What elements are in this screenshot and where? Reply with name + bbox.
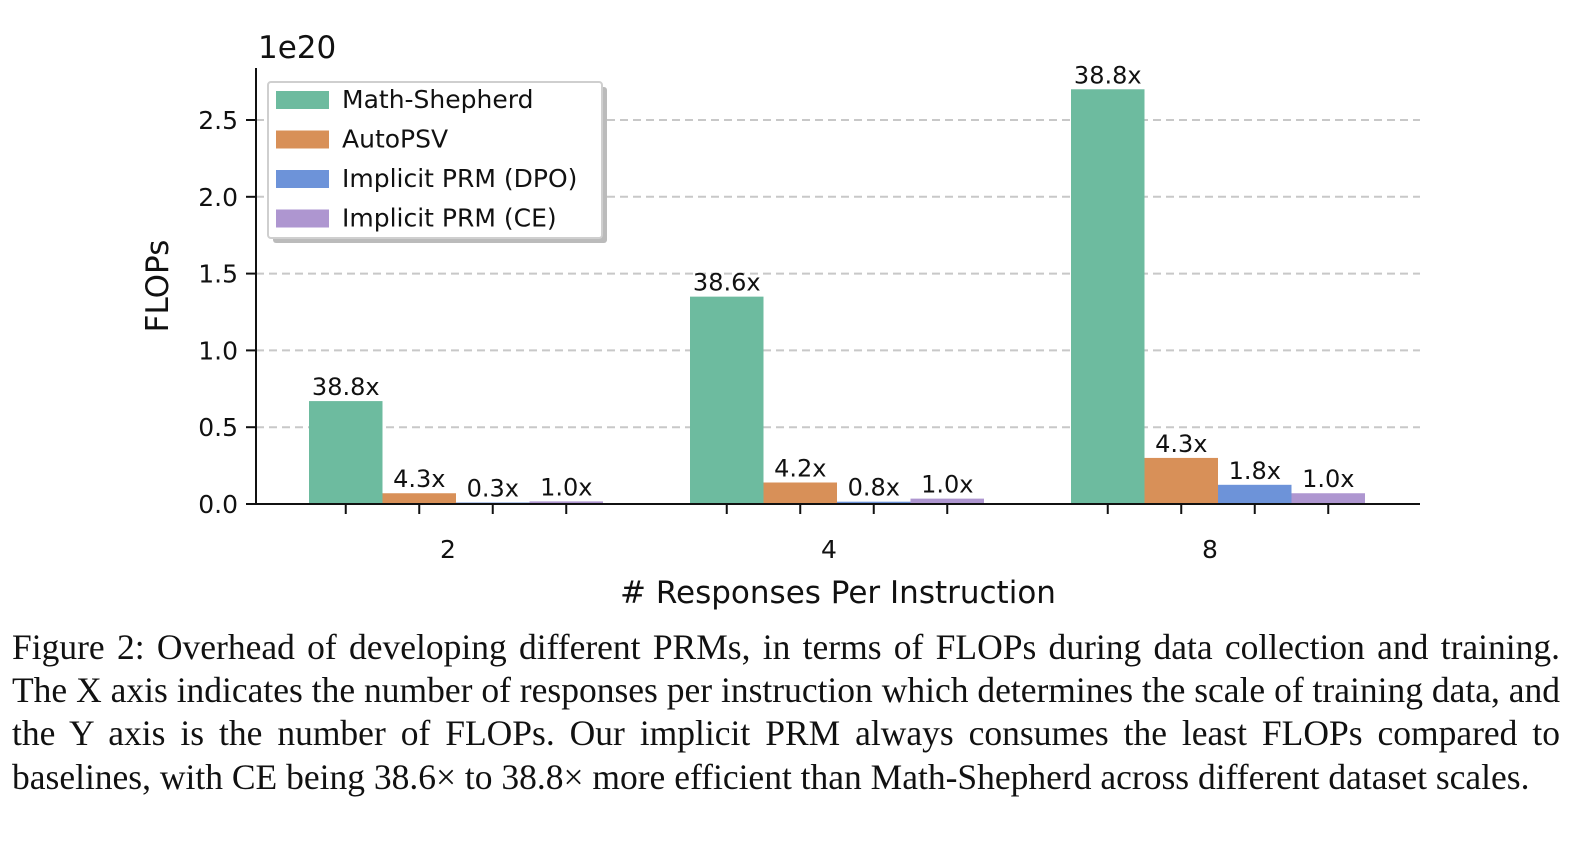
bar [690, 296, 764, 504]
bar [763, 482, 837, 504]
y-scale-label: 1e20 [258, 30, 336, 66]
legend-swatch [276, 130, 329, 149]
bar-value-label: 4.3x [1155, 430, 1207, 458]
x-tick-label: 8 [1202, 535, 1218, 564]
x-tick-label: 2 [440, 535, 456, 564]
legend-entry-label: Implicit PRM (CE) [342, 204, 557, 233]
bar-value-label: 38.8x [312, 373, 380, 401]
bar [1218, 484, 1292, 504]
bar-value-label: 0.3x [467, 475, 519, 503]
bar [1144, 457, 1218, 504]
x-axis-title: # Responses Per Instruction [620, 575, 1056, 611]
legend-entry-label: Math-Shepherd [342, 85, 533, 114]
y-tick-label: 0.5 [198, 413, 238, 442]
axes: 0.0 0.5 1.0 1.5 2.0 2.5 2 4 8 [198, 68, 1420, 564]
grid-lines [256, 119, 1420, 429]
bar-value-label: 1.0x [540, 473, 592, 501]
bar-chart: 38.8x 4.3x 0.3x 1.0x 38.6x 4.2x 0.8x 1.0x 38.8x 4… [140, 30, 1420, 611]
legend: Math-Shepherd AutoPSV Implicit PRM (DPO) Im… [267, 81, 607, 243]
bar-labels: 38.8x 4.3x 0.3x 1.0x 38.6x 4.2x 0.8x 1.0x 38.8x 4… [312, 61, 1355, 502]
legend-box [267, 81, 603, 239]
bar-value-label: 4.2x [774, 454, 826, 482]
bar-value-label: 1.8x [1229, 457, 1281, 485]
bar-value-label: 1.0x [921, 471, 973, 499]
bar [1071, 89, 1145, 504]
y-tick-label: 1.5 [198, 260, 238, 289]
y-tick-label: 0.0 [198, 490, 238, 519]
bar-value-label: 1.0x [1302, 465, 1354, 493]
bar-value-label: 4.3x [393, 465, 445, 493]
y-tick-label: 2.5 [198, 106, 238, 135]
y-axis-title: FLOPs [140, 240, 176, 333]
legend-entry-label: AutoPSV [342, 125, 448, 154]
bar-value-label: 38.8x [1074, 61, 1142, 89]
bar-value-label: 38.6x [693, 269, 761, 297]
y-tick-label: 2.0 [198, 183, 238, 212]
bar [910, 498, 984, 504]
figure-caption: Figure 2: Overhead of developing differe… [12, 627, 1560, 797]
bar [837, 501, 911, 504]
legend-swatch [276, 209, 329, 228]
y-tick-label: 1.0 [198, 336, 238, 365]
legend-swatch [276, 170, 329, 188]
legend-entry-label: Implicit PRM (DPO) [342, 164, 577, 193]
bar-value-label: 0.8x [848, 474, 900, 502]
bar [529, 501, 603, 504]
x-tick-label: 4 [821, 535, 837, 564]
bar [309, 401, 383, 504]
legend-swatch [276, 91, 329, 109]
bar [1291, 493, 1365, 504]
bar [382, 493, 456, 504]
